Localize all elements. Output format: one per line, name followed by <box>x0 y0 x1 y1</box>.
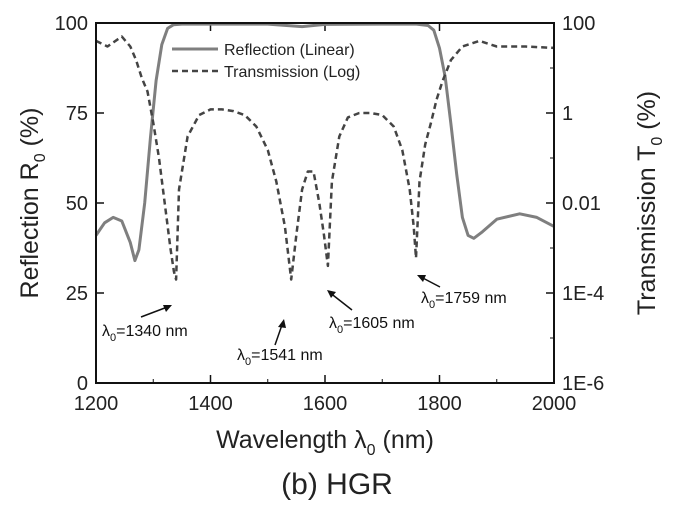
series-layer <box>96 24 554 279</box>
x-tick-label: 1200 <box>74 393 119 415</box>
y-right-tick-label: 1E-6 <box>562 373 604 395</box>
y-right-tick-label: 1 <box>562 103 573 125</box>
annotation-1759: λ0=1759 nm <box>417 275 507 311</box>
y-left-tick-label: 75 <box>66 103 88 125</box>
figure-caption: (b) HGR <box>0 468 674 502</box>
y-right-tick-label: 1E-4 <box>562 283 604 305</box>
annotation-1759-label: λ0=1759 nm <box>421 290 507 311</box>
annotation-1605-label: λ0=1605 nm <box>329 315 415 336</box>
annotation-1541: λ0=1541 nm <box>237 319 323 368</box>
y-left-tick-label: 50 <box>66 193 88 215</box>
x-tick-label: 1600 <box>303 393 348 415</box>
annotation-1541-arrowhead <box>278 319 286 328</box>
reflection-series-line <box>96 24 554 261</box>
x-axis-title: Wavelength λ0 (nm) <box>216 426 434 459</box>
legend: Reflection (Linear) Transmission (Log) <box>172 42 360 81</box>
hgr-spectrum-chart: 1200 1400 1600 1800 2000 0 25 50 75 100 1E-6 1E-4 0.… <box>0 0 674 470</box>
y-left-tick-label: 25 <box>66 283 88 305</box>
annotation-1541-label: λ0=1541 nm <box>237 347 323 368</box>
annotation-1340-label: λ0=1340 nm <box>102 323 188 344</box>
x-tick-label: 1400 <box>188 393 233 415</box>
y-left-tick-label: 0 <box>77 373 88 395</box>
annotation-1605: λ0=1605 nm <box>327 290 415 336</box>
y-right-tick-label: 0.01 <box>562 193 601 215</box>
y-axis-right-title: Transmission T0 (%) <box>633 91 666 315</box>
legend-reflection-label: Reflection (Linear) <box>224 42 355 59</box>
y-right-tick-label: 100 <box>562 13 595 35</box>
annotation-1340: λ0=1340 nm <box>102 305 188 344</box>
x-tick-label: 1800 <box>417 393 462 415</box>
y-axis-left-title: Reflection R0 (%) <box>16 108 49 299</box>
legend-transmission-label: Transmission (Log) <box>224 64 360 81</box>
y-left-tick-label: 100 <box>55 13 88 35</box>
x-tick-label: 2000 <box>532 393 577 415</box>
